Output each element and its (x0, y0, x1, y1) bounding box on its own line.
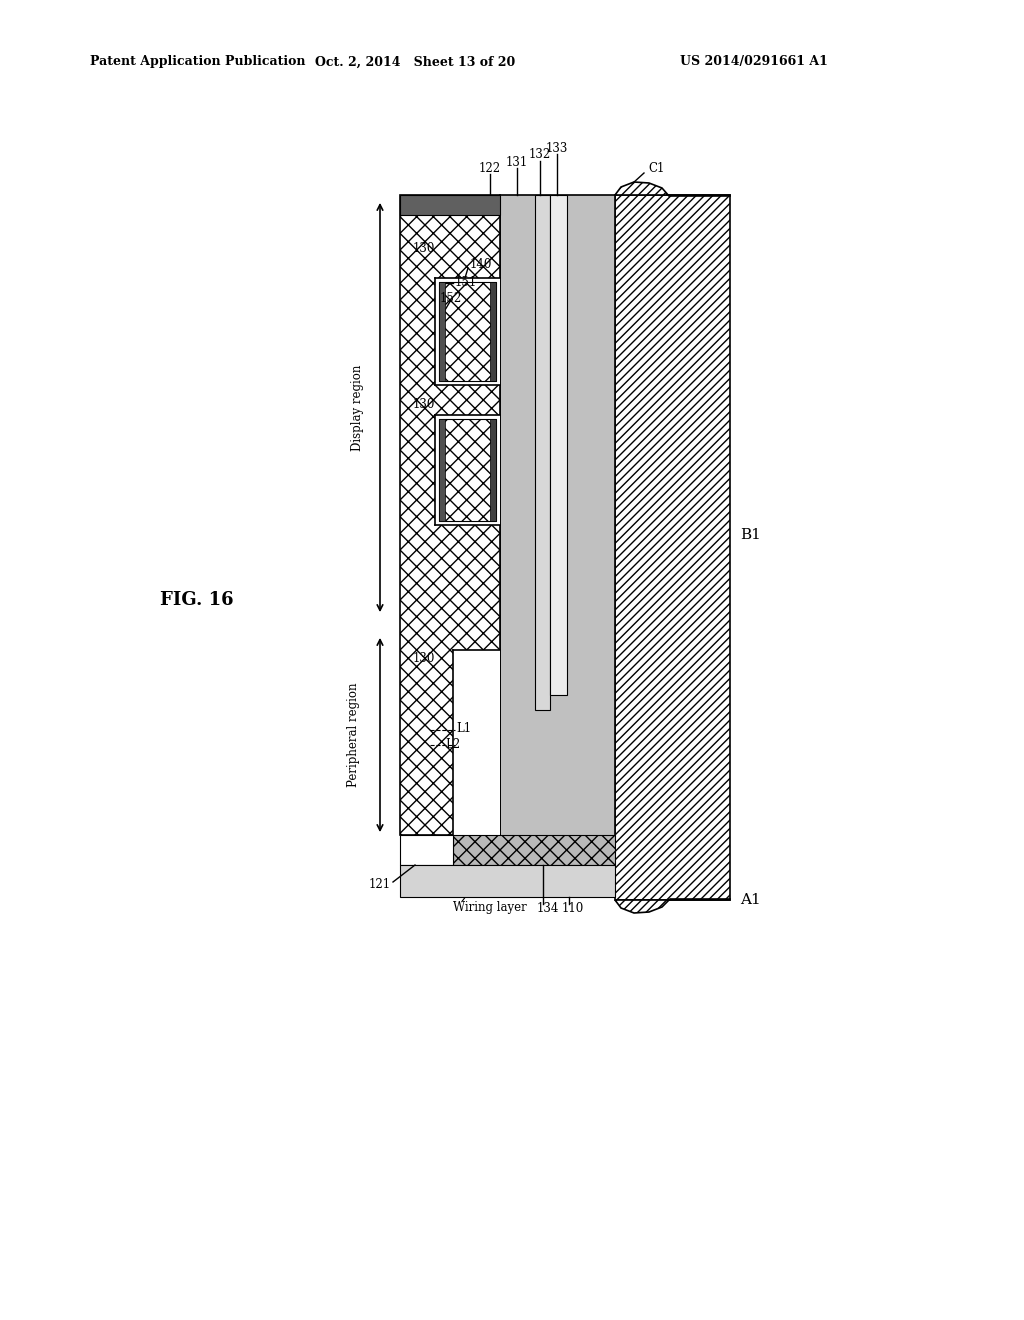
Text: B1: B1 (740, 528, 761, 543)
Text: A1: A1 (740, 894, 761, 907)
Text: 130: 130 (413, 399, 435, 412)
Bar (439, 418, 445, 521)
Text: Oct. 2, 2014   Sheet 13 of 20: Oct. 2, 2014 Sheet 13 of 20 (314, 55, 515, 69)
Bar (490, 418, 496, 521)
Bar (400, 836, 453, 865)
Text: 130: 130 (413, 652, 435, 664)
Bar (435, 414, 500, 525)
Text: FIG. 16: FIG. 16 (160, 591, 233, 609)
Text: 131: 131 (506, 156, 528, 169)
Bar (453, 649, 500, 836)
Polygon shape (615, 899, 730, 913)
Text: 133: 133 (546, 141, 568, 154)
Text: C1: C1 (648, 161, 665, 174)
Text: 151: 151 (455, 276, 477, 289)
Bar (439, 282, 445, 381)
Polygon shape (615, 182, 730, 195)
Text: 130: 130 (413, 242, 435, 255)
Text: 132: 132 (528, 149, 551, 161)
Text: 134: 134 (537, 902, 559, 915)
Text: Peripheral region: Peripheral region (346, 682, 359, 787)
Text: Patent Application Publication: Patent Application Publication (90, 55, 305, 69)
Text: L1: L1 (456, 722, 471, 734)
Text: 121: 121 (369, 879, 391, 891)
Bar (400, 195, 500, 215)
Bar (535, 195, 550, 710)
Bar (439, 282, 496, 381)
Bar (615, 195, 730, 900)
Text: Wiring layer: Wiring layer (453, 902, 526, 915)
Text: 152: 152 (440, 292, 462, 305)
Text: L2: L2 (445, 738, 460, 751)
Bar (439, 418, 496, 521)
Bar (550, 195, 567, 696)
Text: 140: 140 (470, 259, 493, 272)
Bar (490, 282, 496, 381)
Bar (400, 195, 500, 836)
Text: 122: 122 (479, 161, 501, 174)
Text: 110: 110 (562, 902, 585, 915)
Bar (500, 195, 615, 870)
Bar (400, 865, 615, 898)
Bar (435, 279, 500, 385)
Text: Display region: Display region (351, 364, 365, 451)
Bar (453, 836, 615, 865)
Text: US 2014/0291661 A1: US 2014/0291661 A1 (680, 55, 827, 69)
